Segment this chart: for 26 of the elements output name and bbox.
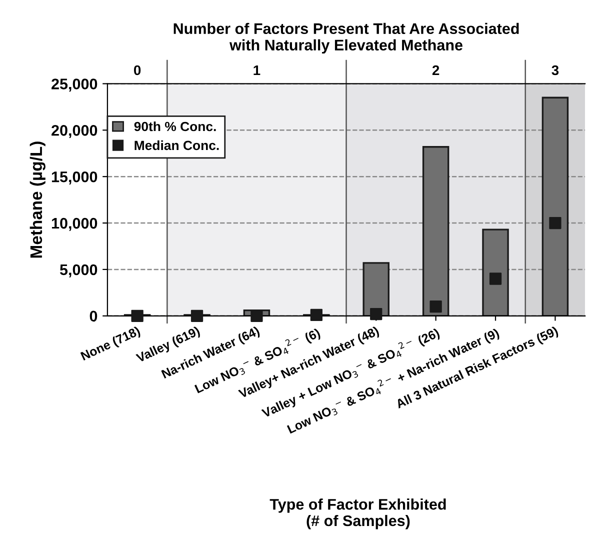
bar [362, 262, 390, 316]
chart-title: Number of Factors Present That Are Associated with Naturally Elevated Methane [174, 22, 519, 54]
y-tick-label: 15,000 [52, 171, 98, 184]
legend-label: 90th % Conc. [134, 121, 216, 132]
point [250, 310, 263, 322]
y-tick-label: 0 [90, 310, 98, 322]
point [489, 272, 502, 285]
bar [422, 146, 450, 316]
point [131, 310, 144, 322]
band-label: 2 [432, 65, 440, 76]
y-tick-label: 5,000 [60, 264, 98, 278]
band-label: 3 [552, 65, 559, 76]
point [190, 310, 204, 322]
bar [482, 228, 509, 316]
point [370, 308, 382, 320]
point [430, 300, 442, 313]
y-tick-label: 20,000 [52, 125, 98, 138]
legend-label: Median Conc. [134, 140, 219, 150]
text: 0 [134, 65, 141, 76]
band-label: 1 [254, 65, 260, 76]
y-tick-label: 10,000 [52, 218, 98, 231]
y-axis-title: Methane (µg/L) [30, 142, 46, 258]
point [549, 216, 562, 230]
x-axis-title: Type of Factor Exhibited (# of Samples) [270, 498, 446, 530]
point [310, 308, 322, 322]
y-tick-label: 25,000 [52, 78, 98, 92]
